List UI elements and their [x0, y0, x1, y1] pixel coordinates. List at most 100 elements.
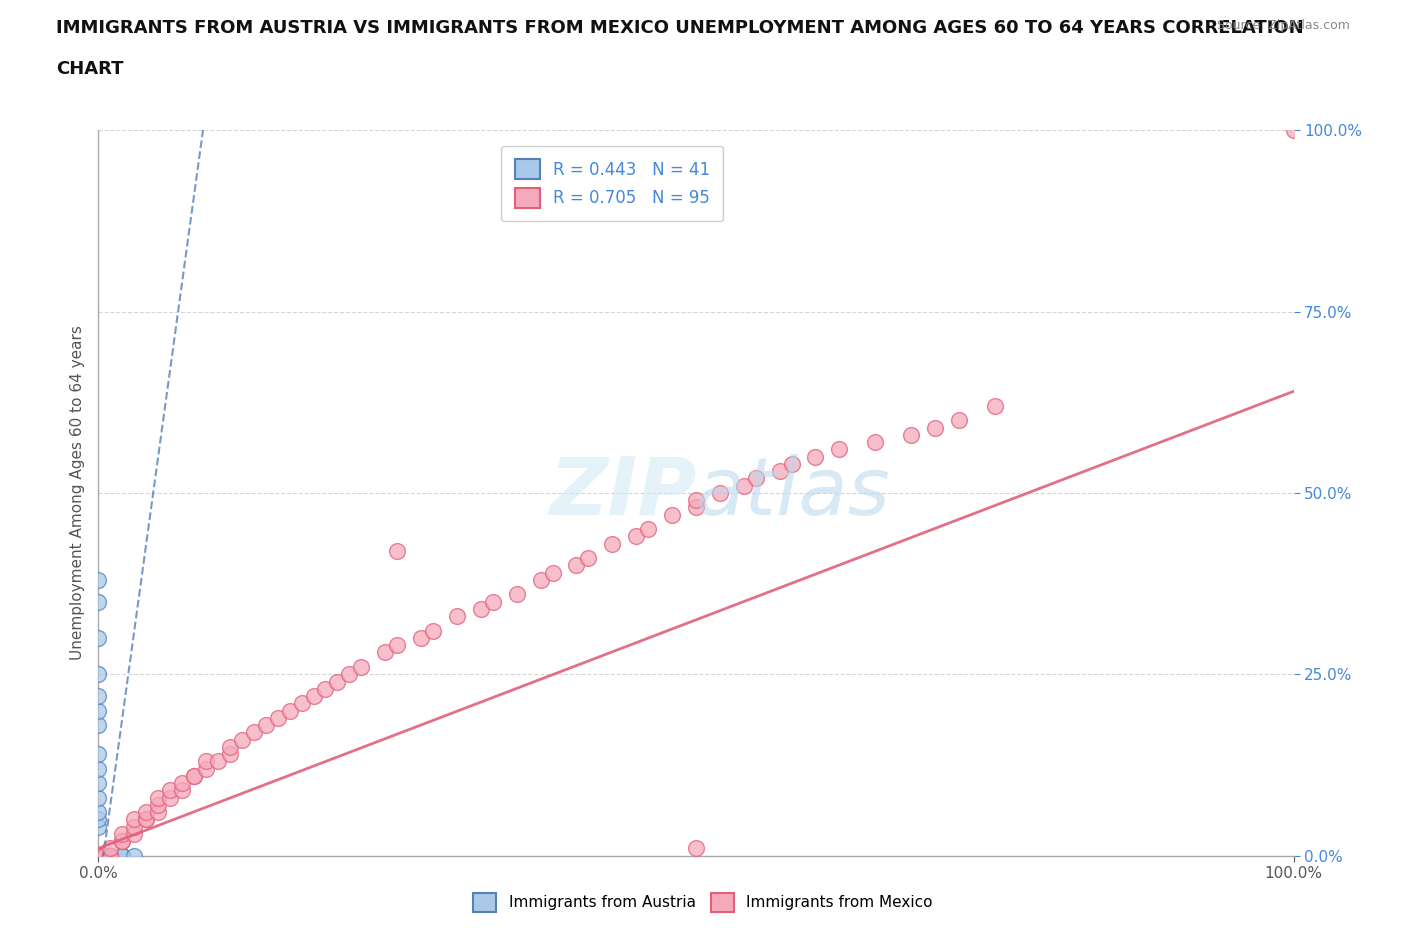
- Point: [87, 848, 110, 863]
- Point: [195, 761, 218, 776]
- Point: [709, 485, 731, 500]
- Point: [506, 587, 529, 602]
- Point: [135, 804, 157, 819]
- Point: [685, 500, 707, 515]
- Point: [111, 848, 134, 863]
- Point: [267, 711, 290, 725]
- Point: [87, 848, 110, 863]
- Point: [87, 812, 110, 827]
- Point: [804, 449, 827, 464]
- Y-axis label: Unemployment Among Ages 60 to 64 years: Unemployment Among Ages 60 to 64 years: [69, 326, 84, 660]
- Point: [291, 696, 314, 711]
- Point: [111, 848, 134, 863]
- Point: [87, 718, 110, 733]
- Point: [98, 848, 122, 863]
- Point: [948, 413, 970, 428]
- Point: [87, 848, 110, 863]
- Point: [87, 848, 110, 863]
- Point: [98, 848, 122, 863]
- Point: [1282, 123, 1305, 138]
- Point: [98, 841, 122, 856]
- Point: [302, 688, 325, 703]
- Point: [745, 471, 768, 485]
- Point: [159, 783, 181, 798]
- Point: [87, 819, 110, 834]
- Point: [661, 507, 683, 522]
- Point: [87, 848, 110, 863]
- Point: [87, 848, 110, 863]
- Point: [733, 478, 755, 493]
- Point: [87, 688, 110, 703]
- Point: [411, 631, 433, 645]
- Point: [93, 848, 115, 863]
- Point: [780, 457, 803, 472]
- Point: [111, 833, 134, 848]
- Point: [87, 790, 110, 805]
- Point: [98, 848, 122, 863]
- Point: [87, 667, 110, 682]
- Text: Source: ZipAtlas.com: Source: ZipAtlas.com: [1216, 19, 1350, 32]
- Point: [385, 638, 409, 653]
- Point: [111, 827, 134, 842]
- Point: [374, 645, 396, 660]
- Point: [87, 573, 110, 588]
- Point: [111, 848, 134, 863]
- Point: [87, 776, 110, 790]
- Point: [446, 609, 468, 624]
- Point: [865, 434, 887, 449]
- Point: [326, 674, 349, 689]
- Point: [350, 659, 373, 674]
- Point: [685, 841, 707, 856]
- Point: [93, 848, 115, 863]
- Point: [339, 667, 361, 682]
- Point: [148, 804, 170, 819]
- Point: [87, 848, 110, 863]
- Point: [87, 848, 110, 863]
- Point: [87, 848, 110, 863]
- Point: [87, 848, 110, 863]
- Point: [481, 594, 505, 609]
- Point: [183, 768, 205, 783]
- Point: [87, 703, 110, 718]
- Point: [98, 848, 122, 863]
- Point: [219, 747, 242, 762]
- Point: [172, 776, 194, 790]
- Point: [87, 848, 110, 863]
- Point: [195, 754, 218, 769]
- Point: [87, 848, 110, 863]
- Point: [219, 739, 242, 754]
- Point: [124, 848, 146, 863]
- Point: [87, 848, 110, 863]
- Point: [87, 848, 110, 863]
- Point: [87, 804, 110, 819]
- Point: [924, 420, 946, 435]
- Point: [828, 442, 851, 457]
- Point: [98, 848, 122, 863]
- Point: [768, 464, 790, 479]
- Point: [87, 848, 110, 863]
- Point: [243, 724, 266, 739]
- Point: [98, 848, 122, 863]
- Point: [87, 848, 110, 863]
- Point: [530, 573, 553, 588]
- Point: [98, 848, 122, 863]
- Point: [172, 783, 194, 798]
- Point: [87, 848, 110, 863]
- Text: atlas: atlas: [696, 454, 891, 532]
- Point: [626, 529, 648, 544]
- Text: CHART: CHART: [56, 60, 124, 78]
- Point: [87, 848, 110, 863]
- Point: [148, 797, 170, 812]
- Point: [637, 522, 659, 537]
- Point: [565, 558, 588, 573]
- Point: [124, 812, 146, 827]
- Point: [124, 827, 146, 842]
- Point: [159, 790, 181, 805]
- Point: [87, 848, 110, 863]
- Point: [87, 848, 110, 863]
- Point: [87, 848, 110, 863]
- Point: [93, 848, 115, 863]
- Point: [148, 790, 170, 805]
- Point: [93, 848, 115, 863]
- Point: [87, 848, 110, 863]
